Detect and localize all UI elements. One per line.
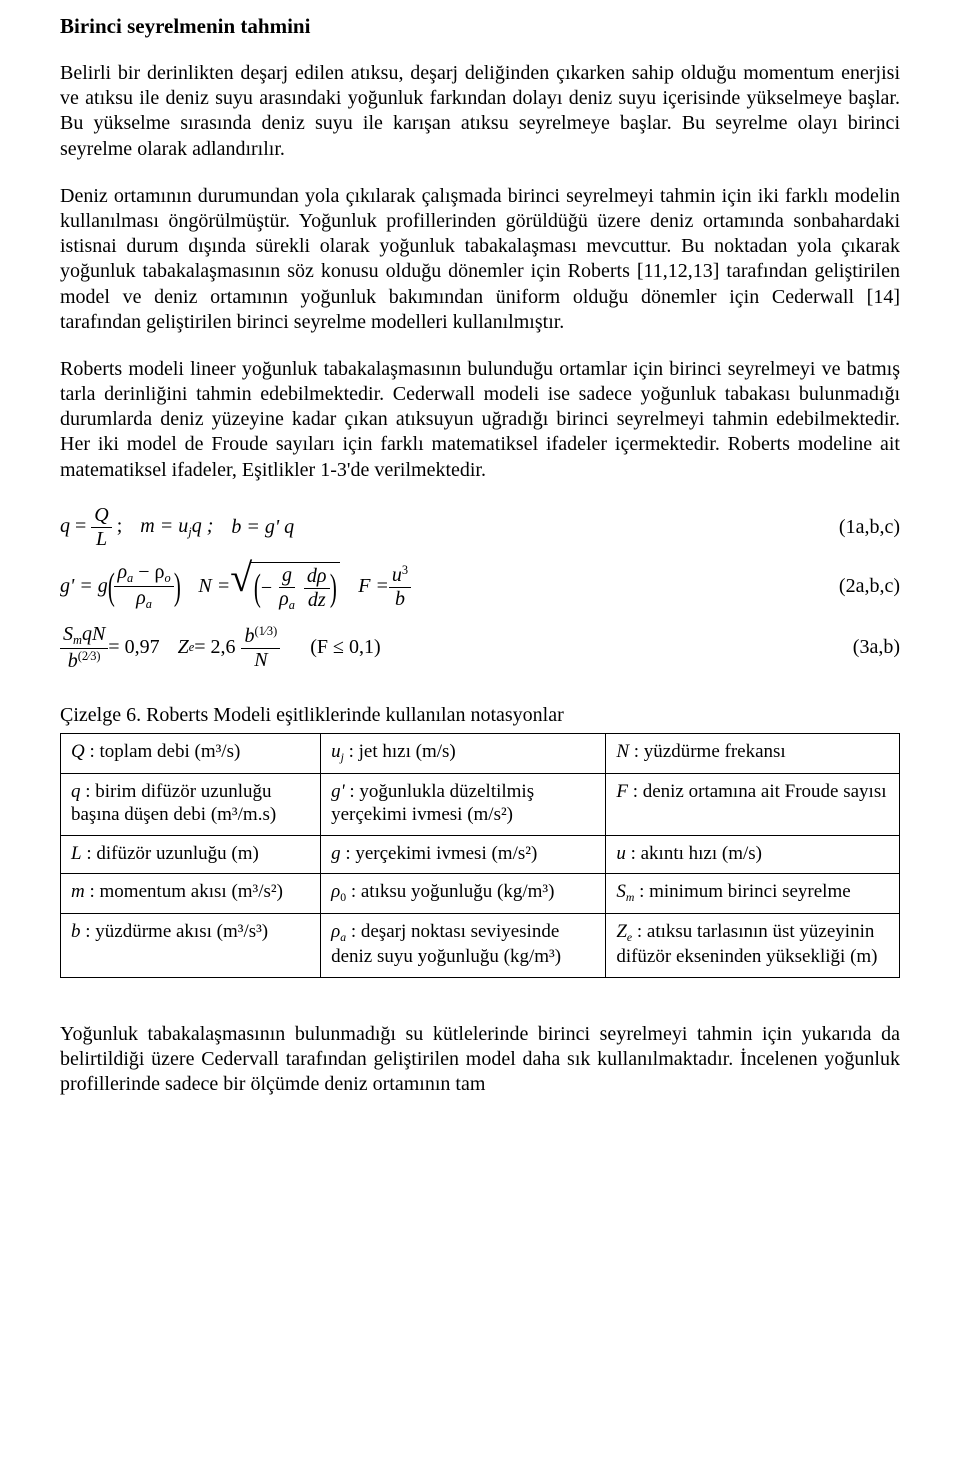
equation-3-body: SmqN b(2⁄3) = 0,97 Ze = 2,6 b(1⁄3) N (F … xyxy=(60,624,381,672)
eq1-part-c: b = g' q xyxy=(231,516,294,539)
section-heading: Birinci seyrelmenin tahmini xyxy=(60,14,900,39)
equation-3-number: (3a,b) xyxy=(853,636,900,659)
equation-1-number: (1a,b,c) xyxy=(839,516,900,539)
eq2-part-a: g' = g ( ρa − ρo ρa ) xyxy=(60,562,180,611)
page-root: Birinci seyrelmenin tahmini Belirli bir … xyxy=(0,0,960,1477)
equation-1-body: q = QL ; m = ujq ; b = g' q xyxy=(60,505,294,550)
eq3-part-a: SmqN b(2⁄3) = 0,97 xyxy=(60,624,160,672)
equation-3: SmqN b(2⁄3) = 0,97 Ze = 2,6 b(1⁄3) N (F … xyxy=(60,624,900,672)
table-row: L : difüzör uzunluğu (m) g : yerçekimi i… xyxy=(61,835,900,873)
paragraph-2: Deniz ortamının durumundan yola çıkılara… xyxy=(60,184,900,335)
eq3-condition: (F ≤ 0,1) xyxy=(310,636,380,659)
table-row: Q : toplam debi (m³/s) uj : jet hızı (m/… xyxy=(61,733,900,773)
eq1-part-a: q = QL ; xyxy=(60,505,122,550)
equation-2: g' = g ( ρa − ρo ρa ) N = √ ( − gρa xyxy=(60,562,900,612)
eq2-part-b: N = √ ( − gρa dρdz ) xyxy=(198,562,340,612)
equation-2-number: (2a,b,c) xyxy=(839,575,900,598)
table-row: q : birim difüzör uzunluğu başına düşen … xyxy=(61,774,900,835)
eq1-part-b: m = ujq ; xyxy=(140,515,213,540)
equation-2-body: g' = g ( ρa − ρo ρa ) N = √ ( − gρa xyxy=(60,562,411,612)
paragraph-4: Yoğunluk tabakalaşmasının bulunmadığı su… xyxy=(60,1022,900,1098)
equation-1: q = QL ; m = ujq ; b = g' q (1a,b,c) xyxy=(60,505,900,550)
notation-table: Q : toplam debi (m³/s) uj : jet hızı (m/… xyxy=(60,733,900,978)
table-caption: Çizelge 6. Roberts Modeli eşitliklerinde… xyxy=(60,704,900,727)
paragraph-3: Roberts modeli lineer yoğunluk tabakalaş… xyxy=(60,357,900,483)
paragraph-1: Belirli bir derinlikten deşarj edilen at… xyxy=(60,61,900,162)
table-row: m : momentum akısı (m³/s²) ρ0 : atıksu y… xyxy=(61,873,900,913)
eq3-part-b: Ze = 2,6 b(1⁄3) N xyxy=(178,625,281,671)
table-row: b : yüzdürme akısı (m³/s³) ρa : deşarj n… xyxy=(61,914,900,978)
eq2-part-c: F = u3b xyxy=(358,564,411,610)
